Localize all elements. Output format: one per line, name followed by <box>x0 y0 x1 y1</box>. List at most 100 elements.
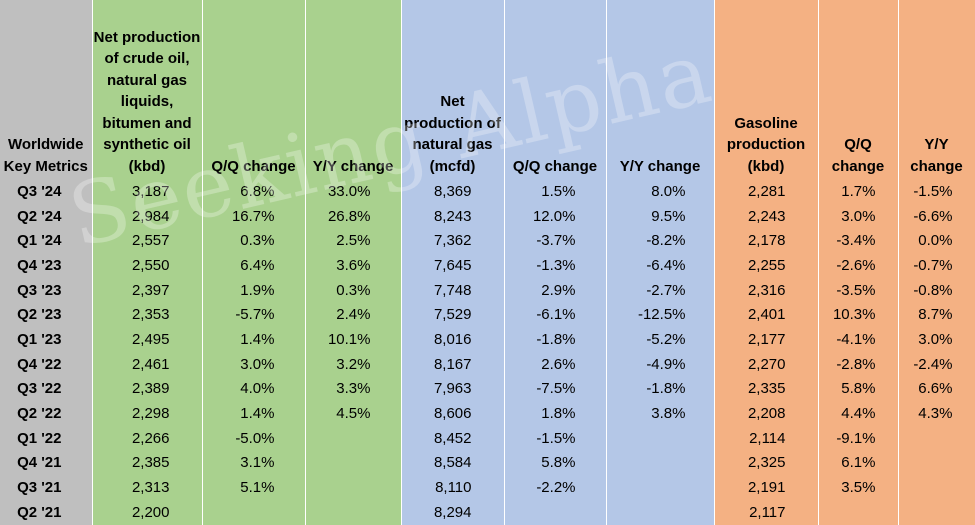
table-cell: -4.1% <box>818 327 899 352</box>
table-row: Q3 '23 2,397 1.9% 0.3% 7,748 2.9% -2.7% 2,316 -3… <box>0 277 975 303</box>
table-body: Q3 '24 3,187 6.8% 33.0% 8,369 1.5% 8.0% 2,281 1.… <box>0 179 975 525</box>
table-cell: -2.7% <box>606 277 715 303</box>
table-cell: 0.0% <box>898 228 975 254</box>
table-cell: 2,353 <box>92 302 203 328</box>
table-cell: -4.9% <box>606 351 715 377</box>
column-header: Q/Q change <box>818 0 899 179</box>
column-header: Net production of natural gas (mcfd) <box>401 0 505 179</box>
table-cell: 1.5% <box>504 179 607 204</box>
table-cell <box>606 450 715 476</box>
table-cell: 8,167 <box>401 351 505 377</box>
table-cell: 7,362 <box>401 228 505 254</box>
table-cell: 7,748 <box>401 277 505 303</box>
table-cell: -2.2% <box>504 475 607 500</box>
table-cell: 7,529 <box>401 302 505 328</box>
table-cell: 26.8% <box>305 203 402 229</box>
row-label-cell: Q1 '23 <box>0 327 93 352</box>
table-cell: 6.6% <box>898 376 975 402</box>
table-cell: 2,397 <box>92 277 203 303</box>
table-row: Q4 '21 2,385 3.1% 8,584 5.8% 2,325 6.1% <box>0 450 975 476</box>
table-cell: 3.5% <box>818 475 899 500</box>
table-cell: -5.2% <box>606 327 715 352</box>
table-cell <box>504 499 607 525</box>
table-cell <box>305 499 402 525</box>
table-cell: 6.4% <box>202 253 306 278</box>
table-cell: 4.5% <box>305 401 402 426</box>
row-label-cell: Q3 '24 <box>0 179 93 204</box>
row-label-cell: Q4 '21 <box>0 450 93 476</box>
table-cell: 2,557 <box>92 228 203 254</box>
table-cell: 8.0% <box>606 179 715 204</box>
table-cell: 2.6% <box>504 351 607 377</box>
table-cell: -1.8% <box>606 376 715 402</box>
table-cell: 2,984 <box>92 203 203 229</box>
table-cell: 2,266 <box>92 425 203 451</box>
table-cell: 33.0% <box>305 179 402 204</box>
table-cell: 4.3% <box>898 401 975 426</box>
table-cell: 1.4% <box>202 327 306 352</box>
table-cell: -6.6% <box>898 203 975 229</box>
table-cell: 4.4% <box>818 401 899 426</box>
table-cell: 3.1% <box>202 450 306 476</box>
table-cell: 2,255 <box>714 253 819 278</box>
column-header: Y/Y change <box>305 0 402 179</box>
table-cell: 2,461 <box>92 351 203 377</box>
table-cell: 2,117 <box>714 499 819 525</box>
table-cell: -2.6% <box>818 253 899 278</box>
row-label-cell: Q3 '23 <box>0 277 93 303</box>
table-cell: 0.3% <box>202 228 306 254</box>
table-cell: 8,243 <box>401 203 505 229</box>
row-label-cell: Q2 '24 <box>0 203 93 229</box>
row-label-cell: Q2 '22 <box>0 401 93 426</box>
table-cell: 2,313 <box>92 475 203 500</box>
table-cell: -6.1% <box>504 302 607 328</box>
table-cell: 10.1% <box>305 327 402 352</box>
table-cell: -0.7% <box>898 253 975 278</box>
table-cell <box>898 475 975 500</box>
table-cell <box>898 499 975 525</box>
table-cell: 1.4% <box>202 401 306 426</box>
table-cell <box>898 450 975 476</box>
table-cell: 2,191 <box>714 475 819 500</box>
table-cell: 2,389 <box>92 376 203 402</box>
table-row: Q3 '22 2,389 4.0% 3.3% 7,963 -7.5% -1.8% 2,335 5… <box>0 376 975 402</box>
table-cell: 2,178 <box>714 228 819 254</box>
table-cell: 2,270 <box>714 351 819 377</box>
table-cell: -0.8% <box>898 277 975 303</box>
table-cell: 8,016 <box>401 327 505 352</box>
table-cell: 8,584 <box>401 450 505 476</box>
table-cell: 9.5% <box>606 203 715 229</box>
table-cell: -5.0% <box>202 425 306 451</box>
table-cell: 6.1% <box>818 450 899 476</box>
table-cell: -3.5% <box>818 277 899 303</box>
table-cell: -1.5% <box>898 179 975 204</box>
table-cell: 2.5% <box>305 228 402 254</box>
table-cell: 8,294 <box>401 499 505 525</box>
table-cell <box>818 499 899 525</box>
table-cell: -2.8% <box>818 351 899 377</box>
table-cell: -12.5% <box>606 302 715 328</box>
table-row: Q1 '22 2,266 -5.0% 8,452 -1.5% 2,114 -9.1% <box>0 425 975 451</box>
table-cell <box>606 475 715 500</box>
table-cell: 5.1% <box>202 475 306 500</box>
table-cell: 3.8% <box>606 401 715 426</box>
column-header: Y/Y change <box>898 0 975 179</box>
table-cell <box>898 425 975 451</box>
column-header: Worldwide Key Metrics <box>0 0 93 179</box>
table-row: Q4 '23 2,550 6.4% 3.6% 7,645 -1.3% -6.4% 2,255-… <box>0 253 975 278</box>
table-cell: 8,369 <box>401 179 505 204</box>
table-cell: 4.0% <box>202 376 306 402</box>
table-cell: 2,177 <box>714 327 819 352</box>
table-cell: 2,298 <box>92 401 203 426</box>
header-row: Worldwide Key Metrics Net production of … <box>0 0 975 179</box>
row-label-cell: Q2 '21 <box>0 499 93 525</box>
column-header: Gasoline production (kbd) <box>714 0 819 179</box>
row-label-cell: Q3 '21 <box>0 475 93 500</box>
table-cell: 3.3% <box>305 376 402 402</box>
table-cell: 8,606 <box>401 401 505 426</box>
table-cell: 5.8% <box>504 450 607 476</box>
row-label-cell: Q1 '24 <box>0 228 93 254</box>
table-cell <box>305 475 402 500</box>
table-cell: -7.5% <box>504 376 607 402</box>
